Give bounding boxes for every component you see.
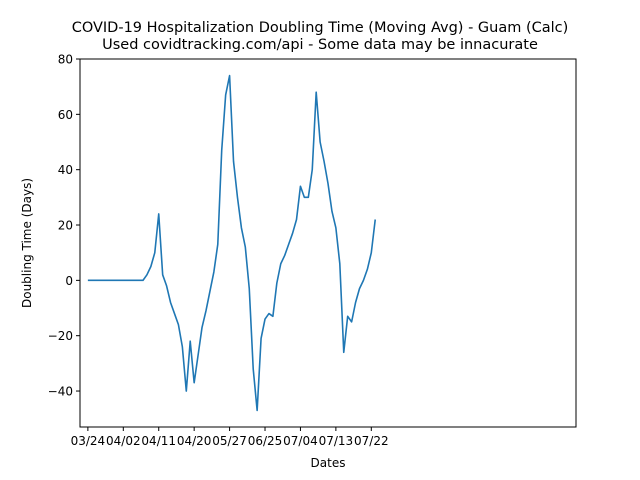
y-tick-label: −20 xyxy=(48,329,73,343)
x-tick-label: 07/13 xyxy=(319,434,354,448)
y-tick-label: 40 xyxy=(58,163,73,177)
y-tick-label: 80 xyxy=(58,53,73,67)
x-tick-label: 05/27 xyxy=(212,434,247,448)
y-axis: −40 −20 0 20 40 60 80 xyxy=(48,53,80,399)
x-tick-label: 04/11 xyxy=(141,434,176,448)
x-tick-label: 07/22 xyxy=(354,434,389,448)
chart-title: COVID-19 Hospitalization Doubling Time (… xyxy=(72,20,569,36)
axes-frame xyxy=(79,58,577,428)
x-axis: 03/24 04/02 04/11 04/20 05/27 06/25 07/04 07/13… xyxy=(71,427,389,448)
y-tick-label: 20 xyxy=(58,219,73,233)
x-tick-label: 06/25 xyxy=(248,434,283,448)
y-tick-label: 60 xyxy=(58,108,73,122)
y-tick-label: −40 xyxy=(48,385,73,399)
plot-area xyxy=(79,58,577,428)
y-tick-label: 0 xyxy=(65,274,73,288)
x-axis-label: Dates xyxy=(311,456,346,470)
x-tick-label: 04/20 xyxy=(177,434,212,448)
x-tick-label: 03/24 xyxy=(71,434,106,448)
chart-subtitle: Used covidtracking.com/api - Some data m… xyxy=(102,37,538,53)
series-line xyxy=(87,74,377,412)
y-axis-label: Doubling Time (Days) xyxy=(20,178,34,308)
x-tick-label: 04/02 xyxy=(106,434,141,448)
x-tick-label: 07/04 xyxy=(283,434,318,448)
